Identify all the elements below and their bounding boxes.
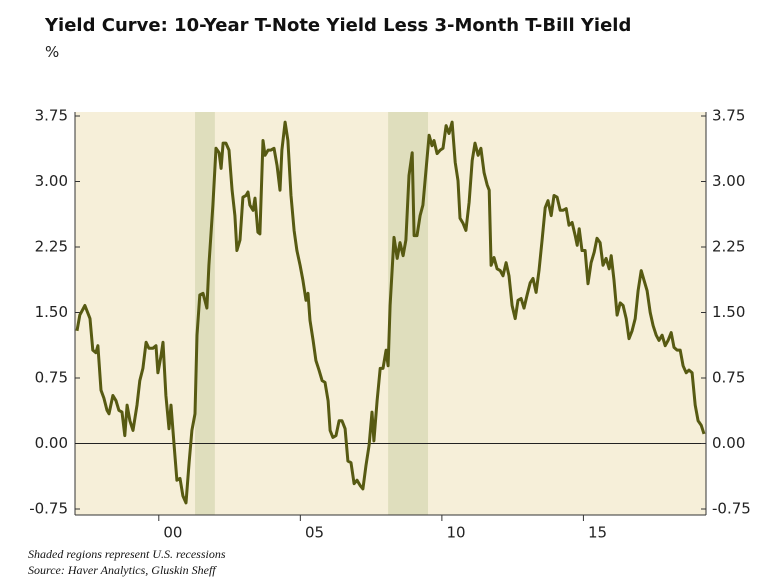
footnote: Source: Haver Analytics, Gluskin Sheff <box>28 563 217 577</box>
x-tick-label: 15 <box>588 524 607 542</box>
chart-title: Yield Curve: 10-Year T-Note Yield Less 3… <box>44 15 631 36</box>
x-tick-label: 05 <box>305 524 324 542</box>
recession-shade <box>195 112 215 515</box>
y2-tick-label: 3.00 <box>712 172 745 190</box>
y2-tick-label: 1.50 <box>712 303 745 321</box>
y-tick-label: 1.50 <box>35 303 68 321</box>
chart-subtitle: % <box>45 43 59 61</box>
y2-tick-label: 0.00 <box>712 434 745 452</box>
y2-tick-label: 2.25 <box>712 238 745 256</box>
y-tick-label: 2.25 <box>35 238 68 256</box>
y2-tick-label: -0.75 <box>712 500 751 518</box>
y-tick-label: 0.00 <box>35 434 68 452</box>
y2-tick-label: 0.75 <box>712 369 745 387</box>
y-tick-label: 0.75 <box>35 369 68 387</box>
footnote: Shaded regions represent U.S. recessions <box>28 547 226 561</box>
x-tick-label: 10 <box>446 524 465 542</box>
x-tick-label: 00 <box>163 524 182 542</box>
yield-line <box>75 120 706 505</box>
y-tick-label: -0.75 <box>29 500 68 518</box>
y-tick-label: 3.75 <box>35 107 68 125</box>
y-tick-label: 3.00 <box>35 172 68 190</box>
y2-tick-label: 3.75 <box>712 107 745 125</box>
